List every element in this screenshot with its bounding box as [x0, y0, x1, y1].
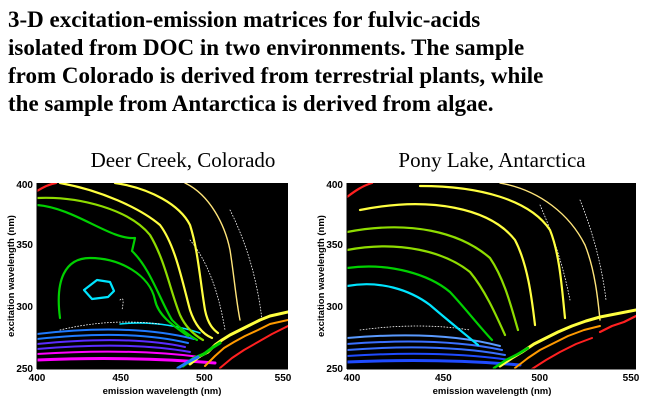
ridge-red [531, 337, 593, 369]
x-tick-label: 400 [29, 373, 46, 384]
contour-pale-1 [499, 183, 601, 321]
y-axis-label: excitation wavelength (nm) [316, 215, 327, 337]
contour-violet-1 [37, 344, 191, 353]
y-axis-label: excitation wavelength (nm) [6, 215, 17, 337]
x-tick-label: 500 [531, 373, 548, 384]
x-tick-label: 500 [196, 373, 213, 384]
contour-red-corner [37, 183, 58, 193]
contour-green-2 [37, 203, 199, 342]
x-axis-label: emission wavelength (nm) [433, 386, 552, 397]
contour-peak-cyan [82, 278, 116, 301]
y-tick-label: 350 [326, 240, 343, 251]
y-tick-label: 400 [16, 180, 33, 191]
x-tick-label: 450 [112, 373, 129, 384]
x-tick-label: 400 [344, 373, 361, 384]
x-tick-label: 550 [623, 373, 640, 384]
y-tick-label: 300 [326, 302, 343, 313]
contour-pale-1 [184, 183, 241, 321]
chart-pony-lake: Pony Lake, Antarctica [316, 148, 640, 397]
y-tick-label: 400 [326, 180, 343, 191]
contour-lime-2 [347, 226, 520, 332]
contour-blue-1 [37, 333, 189, 344]
contour-violet-2 [37, 339, 186, 348]
chart-title-pony-lake: Pony Lake, Antarctica [398, 148, 586, 172]
chart-deer-creek: Deer Creek, Colorado [6, 148, 292, 397]
contour-dotted-1 [59, 321, 161, 331]
contour-green-1 [347, 265, 494, 342]
contour-dotted-3 [229, 209, 263, 321]
contour-red-corner [347, 183, 374, 199]
heading-line-1: 3-D excitation-emission matrices for ful… [8, 7, 481, 32]
y-tick-label: 300 [16, 302, 33, 313]
contour-green-1 [57, 256, 190, 338]
ridge-blue [176, 355, 200, 369]
y-tick-label: 250 [326, 364, 343, 375]
contour-blue-4 [347, 340, 503, 351]
heading-line-3: from Colorado is derived from terrestria… [8, 63, 544, 88]
y-tick-label: 350 [16, 240, 33, 251]
contour-yellow-1 [58, 183, 214, 340]
ridge-orange [204, 319, 288, 367]
chart-title-deer-creek: Deer Creek, Colorado [91, 148, 276, 172]
ridge-red [219, 325, 288, 369]
contour-blue-3 [347, 346, 506, 356]
heading-line-4: the sample from Antarctica is derived fr… [8, 91, 494, 116]
slide-heading: 3-D excitation-emission matrices for ful… [8, 6, 644, 118]
contour-lime-1 [37, 196, 205, 342]
ridge-green [492, 346, 530, 369]
contour-yellow-2 [113, 183, 220, 335]
contour-blue-2 [37, 328, 195, 340]
heading-line-2: isolated from DOC in two environments. T… [8, 35, 525, 60]
x-tick-label: 450 [435, 373, 452, 384]
contour-blue-2 [347, 352, 511, 361]
axes-pony-lake: 400 450 500 550 250 300 350 400 emission… [316, 180, 640, 397]
y-tick-label: 250 [16, 364, 33, 375]
x-tick-label: 550 [275, 373, 292, 384]
contour-blue-5 [347, 334, 501, 347]
contour-cyan-1 [347, 283, 480, 347]
contour-dotted-2 [189, 239, 226, 331]
contour-yellow-1 [358, 203, 537, 327]
ridge-orange [514, 325, 601, 369]
contour-dotted-3 [579, 199, 607, 301]
x-axis-label: emission wavelength (nm) [103, 386, 222, 397]
contour-red-right [598, 314, 636, 334]
contour-dotted-4 [119, 298, 124, 311]
axes-deer-creek: 400 450 500 550 250 300 350 400 emission… [6, 180, 292, 397]
contour-yellow-2 [418, 184, 567, 320]
contour-lime-1 [347, 245, 507, 337]
contour-magenta-2 [37, 350, 201, 358]
